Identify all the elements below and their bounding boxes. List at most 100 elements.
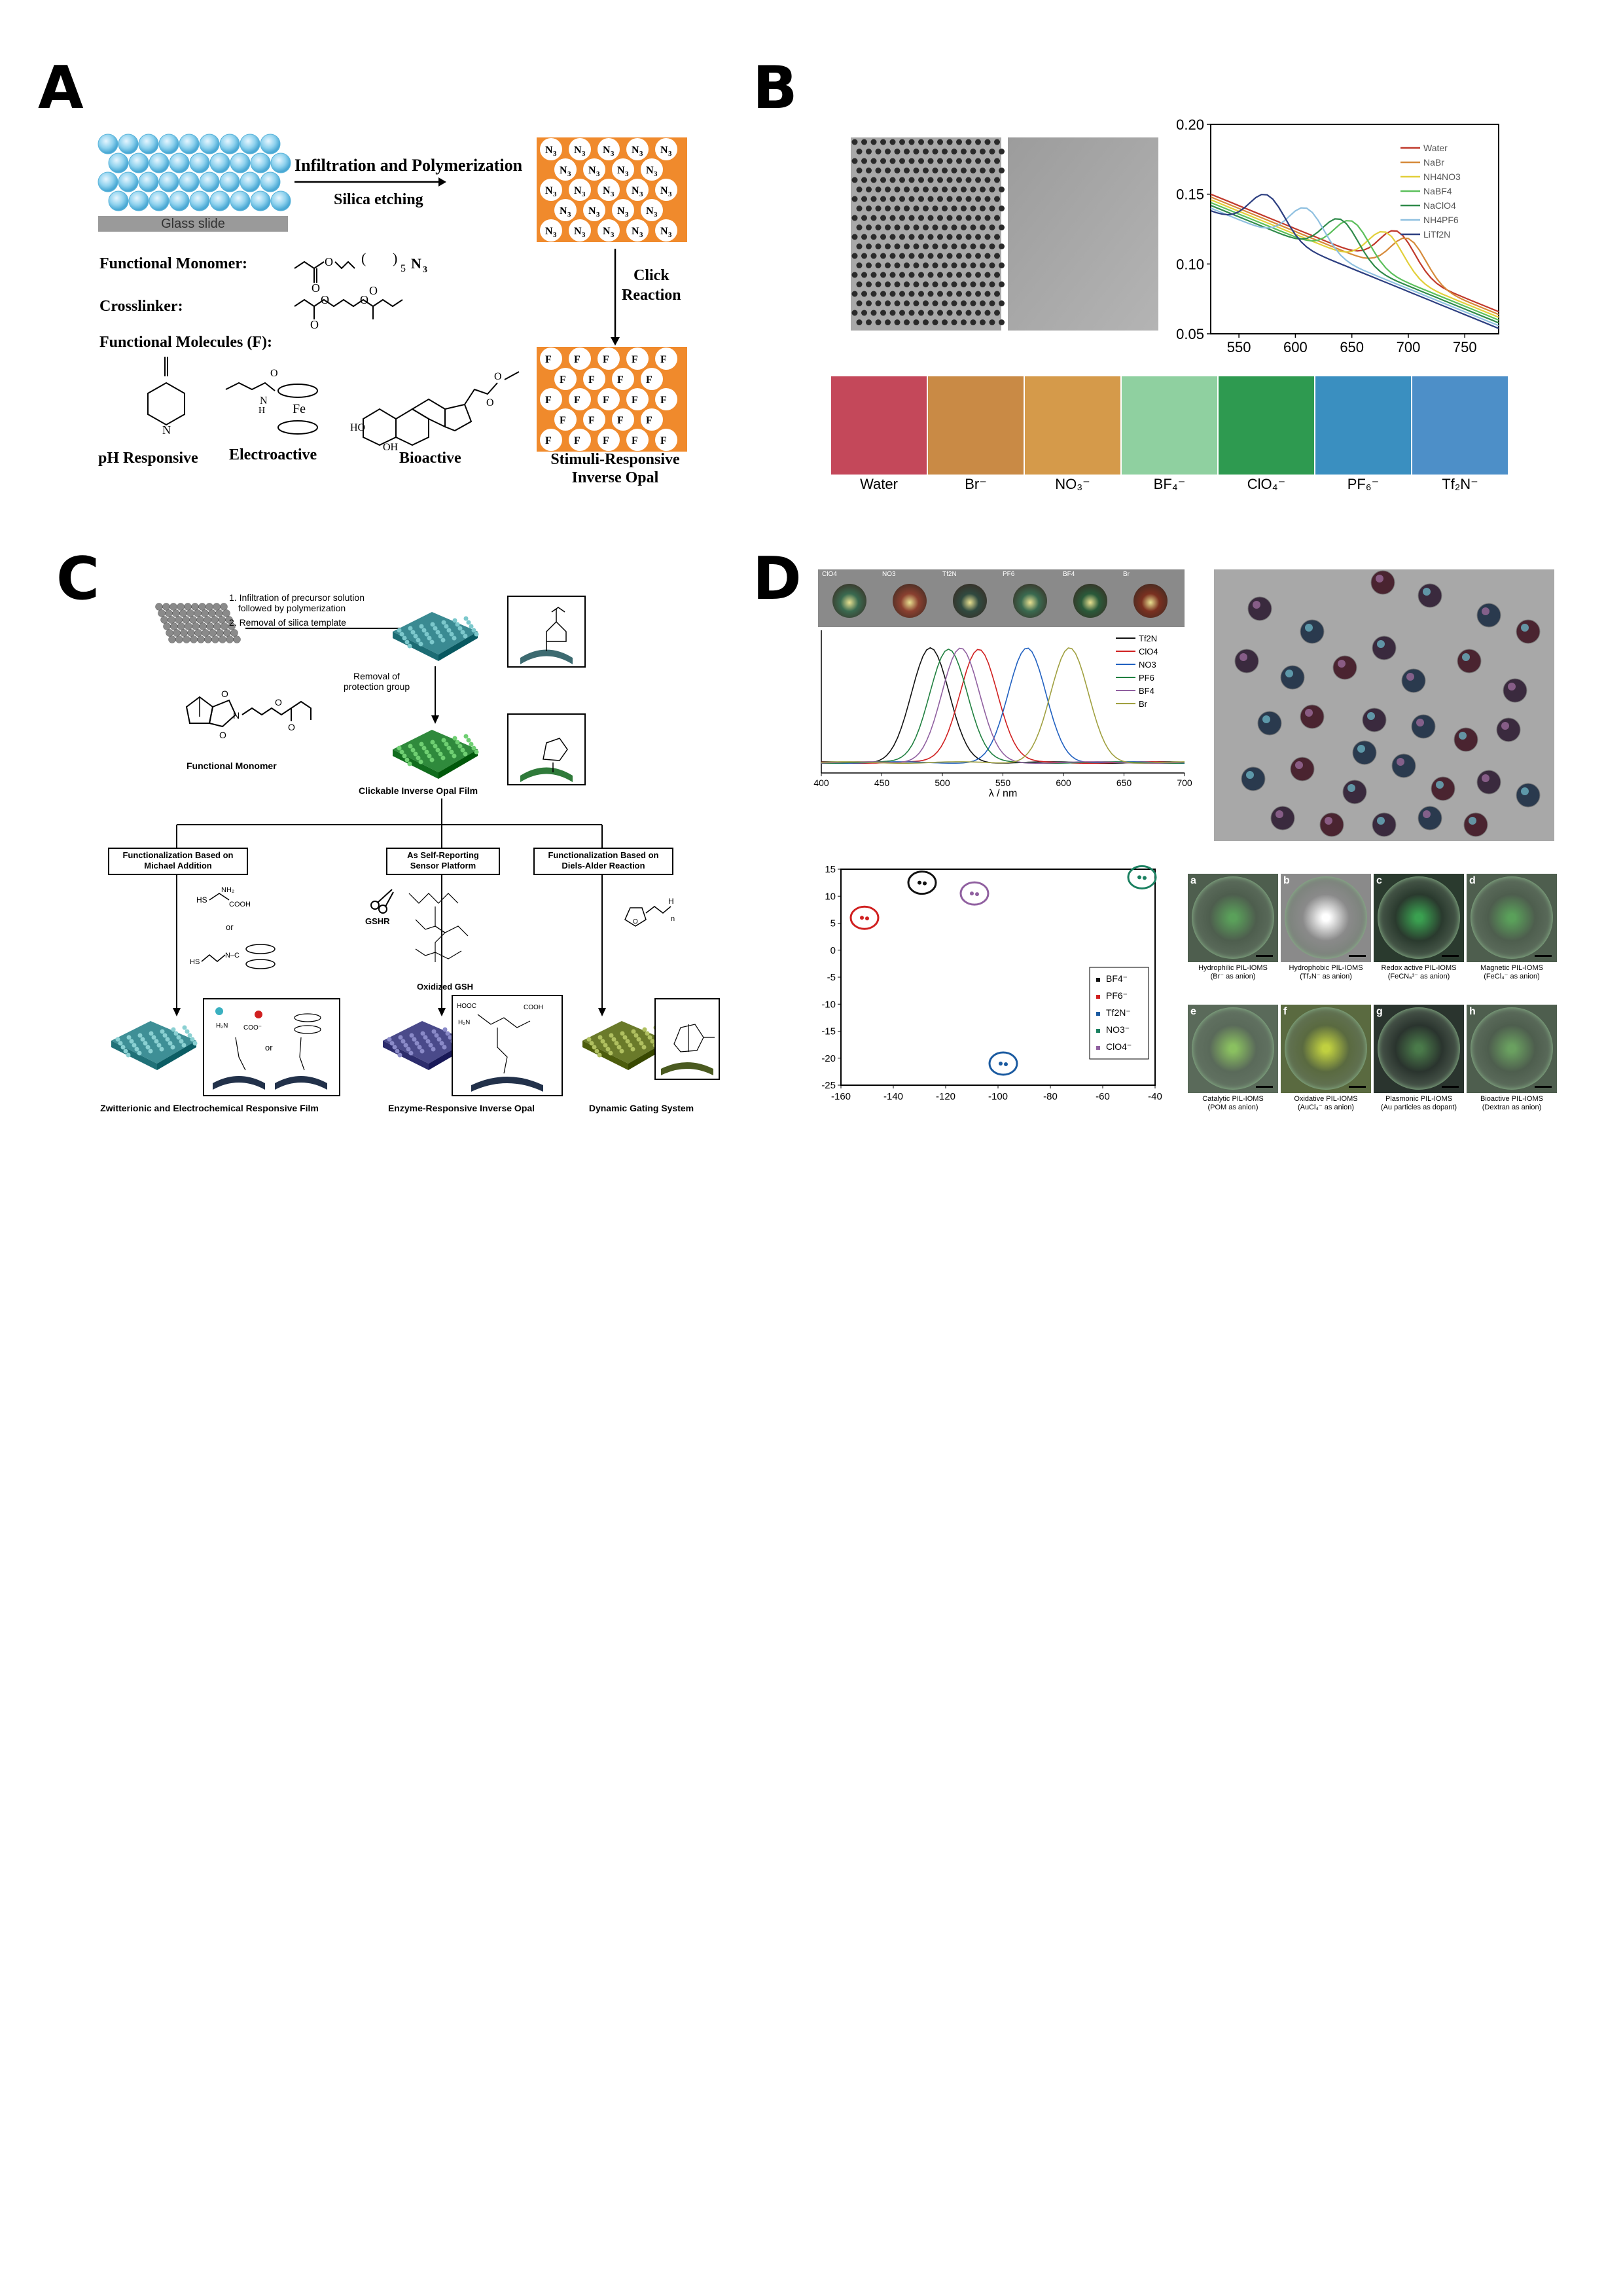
sem-pore bbox=[989, 206, 995, 211]
legend-marker bbox=[1096, 978, 1100, 982]
scale-bar bbox=[1256, 955, 1273, 957]
pore-label: F bbox=[603, 354, 609, 365]
sem-pore bbox=[894, 206, 901, 211]
sem-pore bbox=[956, 196, 962, 202]
template-sphere bbox=[204, 636, 212, 643]
caption-line-2: (Dextran as anion) bbox=[1482, 1103, 1542, 1111]
pore-label-sub: 3 bbox=[611, 150, 615, 158]
pore-label: N bbox=[617, 165, 625, 176]
pore bbox=[655, 348, 677, 370]
microsphere-highlight bbox=[1305, 624, 1313, 632]
legend-label: NaBF4 bbox=[1423, 186, 1452, 196]
legend-label: NO3 bbox=[1139, 660, 1156, 670]
film-pore bbox=[429, 757, 435, 762]
sem-pore bbox=[932, 262, 938, 268]
microsphere bbox=[1431, 776, 1455, 801]
micrograph-letter: h bbox=[1469, 1006, 1476, 1017]
sem-pore bbox=[956, 310, 962, 316]
legend-label: NaClO4 bbox=[1423, 200, 1456, 211]
template-sphere bbox=[173, 629, 181, 637]
sem-pore bbox=[904, 187, 910, 192]
svg-text:O: O bbox=[494, 371, 502, 382]
sem-pore bbox=[885, 281, 891, 287]
oxidized-gsh-structure bbox=[408, 893, 469, 962]
film-pore bbox=[466, 738, 471, 743]
microsphere bbox=[1300, 704, 1325, 729]
microsphere-grid: a Hydrophilic PIL-IOMS (Br⁻ as anion) b Hydr… bbox=[1188, 874, 1561, 1136]
silica-sphere bbox=[260, 171, 281, 192]
sem-pore bbox=[851, 272, 858, 278]
film-pore bbox=[417, 1045, 422, 1050]
sem-pore bbox=[866, 224, 872, 230]
micrograph-caption: Hydrophobic PIL-IOMS (Tf₂N⁻ as anion) bbox=[1278, 964, 1374, 981]
sem-pore bbox=[889, 196, 896, 202]
sem-pore bbox=[975, 272, 981, 278]
micrograph-letter: d bbox=[1469, 875, 1476, 886]
sem-pore bbox=[875, 300, 882, 306]
sem-pore bbox=[889, 291, 896, 297]
film-pore bbox=[406, 1047, 411, 1052]
pore-label: N bbox=[632, 185, 639, 196]
svg-text:N: N bbox=[411, 255, 421, 272]
film-pore bbox=[165, 1037, 170, 1042]
sem-pore bbox=[946, 234, 953, 240]
micrograph-sphere bbox=[1192, 876, 1274, 959]
film-pore bbox=[611, 1037, 616, 1042]
svg-text:O: O bbox=[219, 730, 226, 740]
microsphere-highlight bbox=[1469, 817, 1476, 825]
film-pore bbox=[597, 1052, 602, 1058]
reflection-spectra-chart: 400 450 500 550 600 650 700 λ / nm Tf2N ClO4 NO3 PF… bbox=[813, 630, 1192, 799]
microsphere-highlight bbox=[1357, 745, 1365, 753]
color-swatch bbox=[1315, 376, 1411, 475]
film-pore bbox=[160, 1029, 165, 1034]
film-pore bbox=[424, 632, 429, 637]
sem-pore bbox=[870, 234, 877, 240]
film-pore bbox=[416, 755, 421, 761]
sem-pore bbox=[904, 319, 910, 325]
reaction-label: Reaction bbox=[622, 287, 681, 304]
sphere-photo: BF4 bbox=[1061, 571, 1118, 626]
sem-pore bbox=[942, 262, 948, 268]
film-pore bbox=[182, 1025, 187, 1030]
sem-pore bbox=[994, 310, 1000, 316]
pore-label: F bbox=[560, 415, 566, 426]
legend-label: NaBr bbox=[1423, 157, 1444, 168]
y-tick-label: -10 bbox=[821, 999, 836, 1010]
furan-reagent-structure: O H n bbox=[624, 897, 675, 927]
microsphere-highlight bbox=[1416, 719, 1424, 726]
pore-label: F bbox=[588, 415, 595, 426]
sem-pore bbox=[937, 291, 943, 297]
pore bbox=[655, 138, 677, 160]
svg-text:O: O bbox=[325, 255, 333, 268]
svg-text:H: H bbox=[259, 406, 265, 416]
sem-pore bbox=[913, 168, 919, 173]
film-pore bbox=[442, 1045, 447, 1050]
caption-line-1: Hydrophilic PIL-IOMS bbox=[1198, 964, 1268, 972]
microsphere-highlight bbox=[1285, 670, 1293, 677]
pore bbox=[641, 158, 663, 181]
film-pore bbox=[389, 1041, 395, 1046]
legend-marker bbox=[1096, 995, 1100, 999]
removal-line-1: Removal of bbox=[353, 671, 400, 681]
sphere-photo-label: PF6 bbox=[1003, 571, 1015, 578]
film-pore bbox=[143, 1041, 148, 1046]
pore-label-sub: 3 bbox=[596, 170, 600, 178]
svg-text:O: O bbox=[275, 697, 282, 708]
template-sphere bbox=[172, 609, 180, 617]
film-pore bbox=[469, 624, 474, 629]
legend-label: NH4PF6 bbox=[1423, 215, 1459, 225]
silica-sphere bbox=[270, 152, 291, 173]
microsphere-highlight bbox=[1325, 817, 1332, 825]
panel-d: ClO4 NO3 Tf2N PF6 BF4 Br 400 450 500 550 600 650 70… bbox=[805, 563, 1558, 1139]
caption-line-1: Bioactive PIL-IOMS bbox=[1480, 1095, 1543, 1103]
sem-pore bbox=[932, 168, 938, 173]
film-pore bbox=[586, 1037, 592, 1042]
sem-pore bbox=[861, 215, 867, 221]
svg-text:O: O bbox=[360, 293, 368, 306]
silica-sphere bbox=[209, 152, 230, 173]
silica-sphere bbox=[169, 152, 190, 173]
sem-pore bbox=[946, 177, 953, 183]
gsh-surface-box: HOOC COOH H₂N bbox=[452, 995, 563, 1096]
caption-line-1: Magnetic PIL-IOMS bbox=[1480, 964, 1543, 972]
sem-pore bbox=[927, 177, 934, 183]
